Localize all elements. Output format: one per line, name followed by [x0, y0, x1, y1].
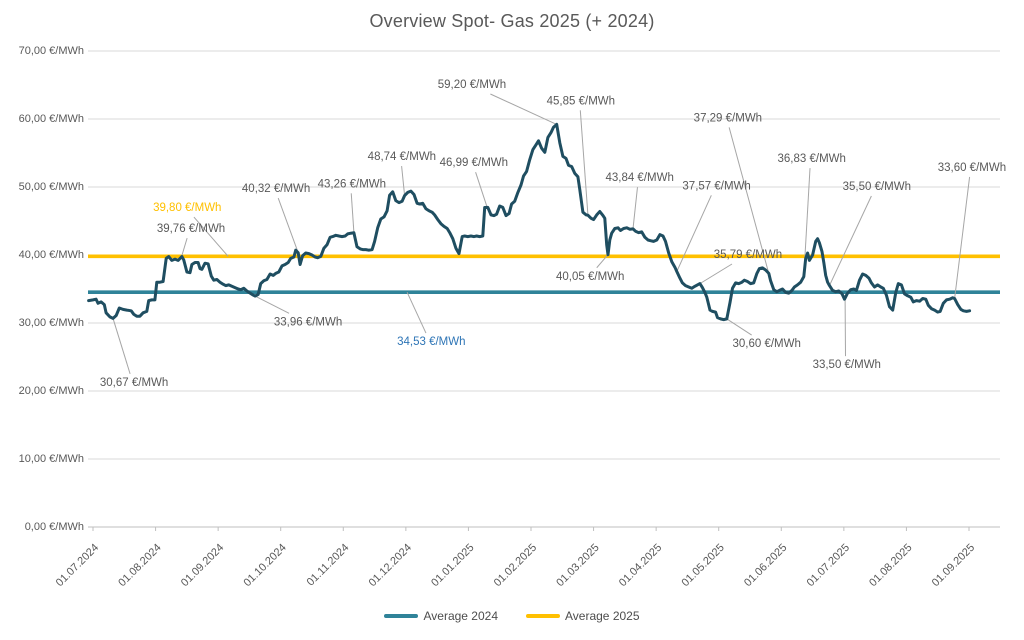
- annotation-leader: [406, 291, 427, 334]
- annotation-leader: [112, 318, 131, 374]
- annotation-label: 30,67 €/MWh: [100, 377, 168, 389]
- annotation-leader: [350, 193, 355, 233]
- y-axis-label: 60,00 €/MWh: [19, 113, 84, 125]
- y-axis-label: 0,00 €/MWh: [25, 521, 84, 533]
- annotation-leader: [277, 197, 299, 253]
- annotation-label: 39,76 €/MWh: [157, 223, 225, 235]
- annotation-leader: [596, 254, 609, 269]
- chart-title: Overview Spot- Gas 2025 (+ 2024): [369, 11, 655, 31]
- legend-swatch-average-2025: [526, 614, 560, 618]
- annotation-label: 34,53 €/MWh: [397, 336, 465, 348]
- annotation-leader: [254, 295, 290, 314]
- x-axis-label: 01.10.2024: [241, 542, 288, 589]
- annotation-leader: [475, 172, 488, 208]
- legend-label-average-2025: Average 2025: [565, 609, 640, 623]
- y-axis-label: 40,00 €/MWh: [19, 249, 84, 261]
- legend-label-average-2024: Average 2024: [423, 609, 498, 623]
- annotation-leader: [490, 93, 557, 125]
- y-axis-label: 10,00 €/MWh: [19, 453, 84, 465]
- annotation-leader: [632, 187, 638, 229]
- annotation-leader: [676, 195, 712, 272]
- y-axis-label: 20,00 €/MWh: [19, 385, 84, 397]
- annotation-label: 45,85 €/MWh: [547, 95, 615, 107]
- x-axis-label: 01.08.2024: [116, 542, 163, 589]
- annotation-leader: [579, 110, 589, 216]
- x-axis-label: 01.12.2024: [367, 542, 414, 589]
- annotation-leader: [699, 263, 733, 285]
- annotation-label: 35,79 €/MWh: [714, 249, 782, 261]
- annotation-label: 59,20 €/MWh: [438, 79, 506, 91]
- x-axis-label: 01.03.2025: [554, 542, 601, 589]
- x-axis-label: 01.02.2025: [492, 542, 539, 589]
- annotation-leader: [728, 127, 770, 274]
- spot-price-series: [87, 122, 972, 322]
- annotation-leader: [401, 166, 406, 196]
- annotation-leader: [954, 176, 971, 299]
- annotation-label: 43,26 €/MWh: [318, 178, 386, 190]
- legend-item-average-2025[interactable]: Average 2025: [526, 609, 640, 623]
- x-axis-label: 01.01.2025: [429, 542, 476, 589]
- annotation-label: 36,83 €/MWh: [778, 153, 846, 165]
- x-axis-label: 01.09.2025: [930, 542, 977, 589]
- annotation-leader: [181, 238, 188, 256]
- annotation-label: 39,80 €/MWh: [153, 202, 221, 214]
- annotation-label: 33,50 €/MWh: [813, 359, 881, 371]
- annotation-label: 48,74 €/MWh: [368, 151, 436, 163]
- x-axis-label: 01.07.2024: [54, 542, 101, 589]
- y-axis-label: 30,00 €/MWh: [19, 317, 84, 329]
- annotation-label: 43,84 €/MWh: [605, 172, 673, 184]
- chart-legend: Average 2024 Average 2025: [0, 609, 1024, 623]
- annotation-label: 46,99 €/MWh: [440, 157, 508, 169]
- x-axis-label: 01.07.2025: [805, 542, 852, 589]
- x-axis-label: 01.05.2025: [679, 542, 726, 589]
- x-axis-label: 01.04.2025: [617, 542, 664, 589]
- legend-swatch-average-2024: [384, 614, 419, 618]
- annotation-leader: [829, 195, 872, 286]
- x-axis-label: 01.06.2025: [742, 542, 789, 589]
- y-axis-label: 70,00 €/MWh: [19, 45, 84, 57]
- annotation-label: 33,60 €/MWh: [938, 162, 1006, 174]
- x-axis-label: 01.09.2024: [179, 542, 226, 589]
- x-axis-label: 01.08.2025: [867, 542, 914, 589]
- line-chart-canvas[interactable]: 01.07.2024 01.08.2024 01.09.2024 01.10.2024…: [0, 0, 1024, 600]
- annotation-leader: [726, 318, 752, 336]
- annotation-label: 37,57 €/MWh: [682, 180, 750, 192]
- annotation-label: 35,50 €/MWh: [843, 181, 911, 193]
- annotation-label: 40,32 €/MWh: [242, 183, 310, 195]
- annotation-label: 40,05 €/MWh: [556, 271, 624, 283]
- annotation-label: 30,60 €/MWh: [732, 338, 800, 350]
- annotation-leader: [193, 216, 229, 257]
- y-axis-label: 50,00 €/MWh: [19, 181, 84, 193]
- annotation-label: 37,29 €/MWh: [694, 112, 762, 124]
- annotation-label: 33,96 €/MWh: [274, 316, 342, 328]
- x-axis-label: 01.11.2024: [305, 542, 352, 589]
- legend-item-average-2024[interactable]: Average 2024: [384, 609, 498, 623]
